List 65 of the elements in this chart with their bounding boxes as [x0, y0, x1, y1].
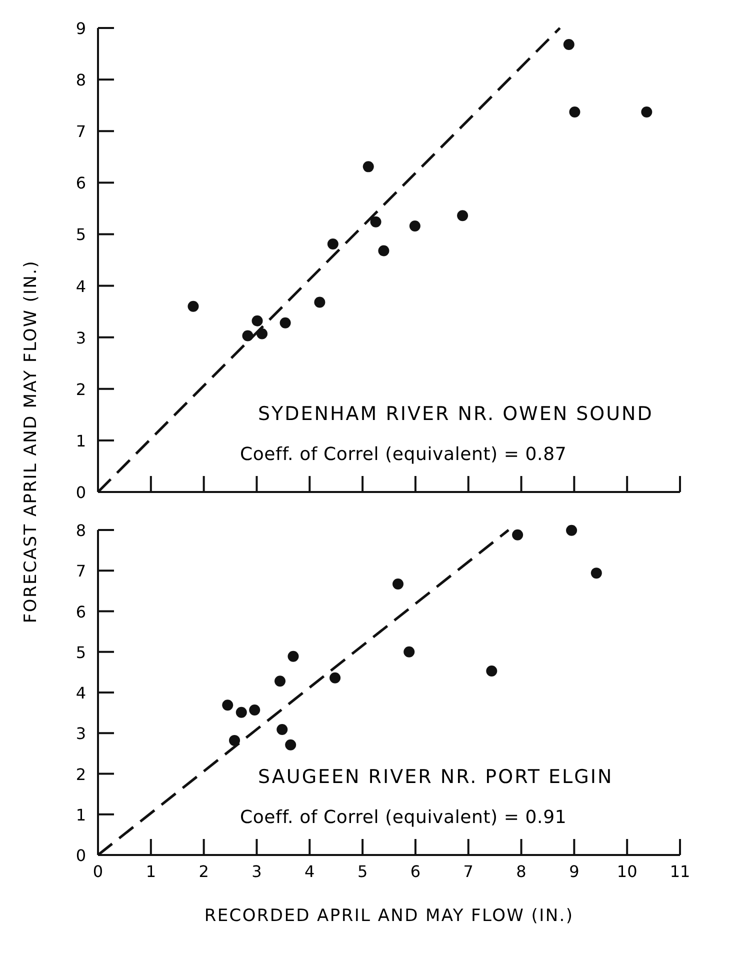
y-tick-label: 0 [76, 483, 86, 502]
y-tick-label: 0 [76, 846, 86, 865]
x-tick-label: 3 [252, 862, 262, 881]
y-tick-label: 3 [76, 724, 86, 744]
point [274, 676, 286, 687]
y-tick-label: 3 [76, 328, 86, 348]
x-tick-label: 5 [357, 862, 368, 881]
point [392, 578, 404, 590]
x-tick-label: 6 [410, 862, 421, 881]
x-tick-label: 1 [146, 862, 156, 881]
x-tick-label: 0 [92, 862, 104, 881]
x-tick-label: 7 [463, 862, 474, 881]
point [404, 646, 415, 658]
point [512, 529, 524, 540]
x-axis-title: RECORDED APRIL AND MAY FLOW (IN.) [204, 906, 574, 926]
y-tick-label: 8 [76, 70, 86, 90]
y-axis-title: FORECAST APRIL AND MAY FLOW (IN.) [21, 260, 41, 624]
point [566, 524, 578, 536]
point [252, 315, 263, 326]
x-tick-label: 2 [198, 862, 209, 881]
y-tick-label: 2 [76, 380, 86, 399]
y-tick-label: 7 [76, 122, 86, 142]
y-tick-label: 7 [76, 562, 86, 581]
annotation: SYDENHAM RIVER NR. OWEN SOUND [258, 403, 654, 425]
y-tick-label: 6 [76, 174, 86, 193]
x-tick-label: 10 [616, 862, 638, 881]
annotation: Coeff. of Correl (equivalent) = 0.87 [240, 444, 567, 465]
point [314, 296, 326, 308]
point [229, 734, 240, 746]
y-tick-label: 9 [76, 19, 86, 38]
point [285, 739, 296, 750]
point [288, 650, 299, 662]
point [327, 238, 338, 250]
y-tick-label: 6 [76, 602, 86, 622]
point [249, 704, 260, 716]
y-tick-label: 1 [76, 431, 86, 450]
point [409, 220, 420, 232]
x-tick-label: 4 [304, 862, 315, 881]
point [222, 700, 234, 711]
point [486, 665, 498, 676]
point [590, 568, 602, 579]
y-tick-label: 2 [76, 764, 86, 784]
y-tick-label: 5 [76, 642, 86, 662]
x-tick-label: 11 [670, 862, 690, 881]
point [641, 106, 652, 118]
annotation: SAUGEEN RIVER NR. PORT ELGIN [258, 766, 614, 788]
annotation: Coeff. of Correl (equivalent) = 0.91 [240, 807, 567, 828]
x-tick-label: 9 [569, 862, 580, 881]
point [236, 706, 247, 718]
point [188, 300, 199, 312]
point [378, 245, 390, 256]
point [330, 672, 341, 684]
y-tick-label: 1 [76, 805, 86, 824]
point [362, 161, 374, 172]
point [569, 106, 580, 118]
point [457, 210, 468, 222]
point [276, 724, 288, 735]
y-tick-label: 4 [76, 276, 86, 296]
point [280, 317, 291, 328]
x-tick-label: 8 [516, 862, 526, 881]
y-tick-label: 4 [76, 684, 86, 702]
point [370, 216, 382, 228]
point [563, 39, 574, 50]
y-tick-label: 5 [76, 225, 86, 244]
y-tick-label: 8 [76, 521, 86, 540]
